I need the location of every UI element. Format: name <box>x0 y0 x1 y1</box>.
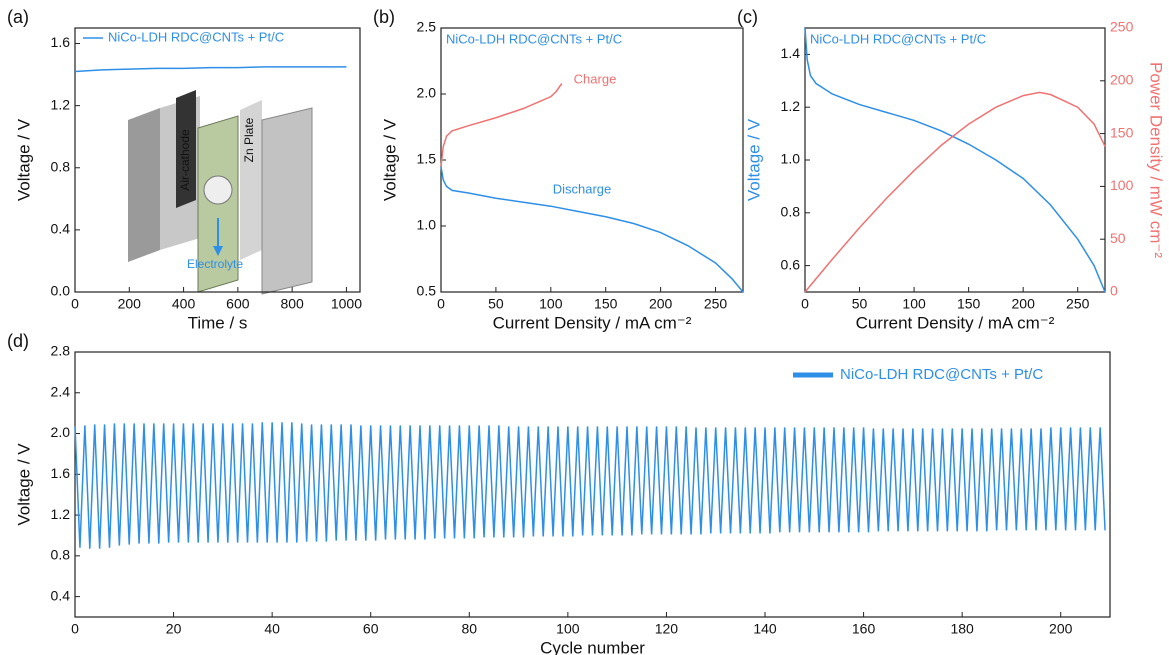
annotation: Air-cathode <box>178 129 192 191</box>
x-tick-label: 200 <box>1012 296 1036 312</box>
y-tick-label: 1.0 <box>417 217 437 233</box>
x-tick-label: 140 <box>753 621 777 637</box>
x-axis-title: Current Density / mA cm⁻² <box>856 313 1055 332</box>
y-tick-label: 1.4 <box>781 45 801 61</box>
y-axis-title: Voltage / V <box>14 443 33 526</box>
y2-axis-title: Power Density / mW cm⁻² <box>1147 62 1166 258</box>
x-tick-label: 250 <box>704 296 728 312</box>
data-line <box>74 66 347 73</box>
x-tick-label: 100 <box>902 296 926 312</box>
x-tick-label: 250 <box>1066 296 1090 312</box>
x-tick-label: 0 <box>71 621 79 637</box>
y-tick-label: 2.0 <box>51 424 71 440</box>
y2-tick-label: 100 <box>1110 177 1134 193</box>
sample-label: NiCo-LDH RDC@CNTs + Pt/C <box>810 31 986 46</box>
x-tick-label: 50 <box>488 296 504 312</box>
y-tick-label: 1.2 <box>51 506 71 522</box>
y-tick-label: 2.8 <box>51 343 71 359</box>
y-tick-label: 0.0 <box>51 283 71 299</box>
x-tick-label: 0 <box>437 296 445 312</box>
y-tick-label: 1.5 <box>417 151 437 167</box>
x-tick-label: 40 <box>264 621 280 637</box>
inset-battery: Air-cathode Zn Plate Electrolyte <box>128 90 313 295</box>
annotation: Zn Plate <box>242 117 256 162</box>
annotation: Electrolyte <box>187 257 243 271</box>
y-tick-label: 0.4 <box>51 221 71 237</box>
end-plate <box>261 107 313 295</box>
plot-frame <box>74 27 361 293</box>
x-tick-label: 200 <box>649 296 673 312</box>
panel-label: (a) <box>7 7 29 27</box>
y-tick-label: 0.5 <box>417 283 437 299</box>
x-tick-label: 150 <box>594 296 618 312</box>
y-tick-label: 0.8 <box>51 547 71 563</box>
y-tick-label: 1.0 <box>781 151 801 167</box>
x-tick-label: 0 <box>801 296 809 312</box>
y-tick-label: 2.5 <box>417 19 437 35</box>
y2-tick-label: 250 <box>1110 19 1134 35</box>
x-tick-label: 0 <box>71 296 79 312</box>
x-axis-title: Time / s <box>188 313 248 332</box>
x-tick-label: 100 <box>539 296 563 312</box>
x-tick-label: 200 <box>1049 621 1073 637</box>
y-tick-label: 1.2 <box>781 98 801 114</box>
sample-label: NiCo-LDH RDC@CNTs + Pt/C <box>446 31 622 46</box>
y2-tick-label: 0 <box>1110 283 1118 299</box>
zn-plate <box>240 100 262 260</box>
data-line <box>804 91 1106 293</box>
plot-frame <box>804 27 1106 293</box>
y-tick-label: 1.6 <box>51 34 71 50</box>
y-axis-title: Voltage / V <box>380 118 399 201</box>
x-tick-label: 20 <box>166 621 182 637</box>
x-tick-label: 600 <box>226 296 250 312</box>
y-tick-label: 0.4 <box>51 587 71 603</box>
x-tick-label: 100 <box>556 621 580 637</box>
y2-tick-label: 200 <box>1110 72 1134 88</box>
y-tick-label: 0.6 <box>781 256 801 272</box>
panel-label: (b) <box>373 7 395 27</box>
data-line <box>74 422 1106 549</box>
y2-tick-label: 50 <box>1110 230 1126 246</box>
x-tick-label: 80 <box>461 621 477 637</box>
x-tick-label: 150 <box>957 296 981 312</box>
y-axis-title: Voltage / V <box>14 118 33 201</box>
y-tick-label: 2.4 <box>51 383 71 399</box>
series-label: Discharge <box>553 181 612 196</box>
plate <box>128 108 160 262</box>
x-tick-label: 200 <box>118 296 142 312</box>
y-tick-label: 0.8 <box>781 204 801 220</box>
data-line <box>440 83 563 167</box>
plot-frame <box>74 351 1111 618</box>
y-tick-label: 2.0 <box>417 85 437 101</box>
series-label: Charge <box>574 71 617 86</box>
x-tick-label: 60 <box>363 621 379 637</box>
x-tick-label: 160 <box>852 621 876 637</box>
window <box>203 175 233 205</box>
y-axis-title: Voltage / V <box>744 118 763 201</box>
air-cathode-plate <box>176 90 196 208</box>
x-tick-label: 120 <box>655 621 679 637</box>
x-tick-label: 1000 <box>331 296 362 312</box>
y2-tick-label: 150 <box>1110 124 1134 140</box>
x-tick-label: 50 <box>852 296 868 312</box>
y-tick-label: 1.2 <box>51 96 71 112</box>
y-tick-label: 0.8 <box>51 158 71 174</box>
x-tick-label: 800 <box>280 296 304 312</box>
x-axis-title: Current Density / mA cm⁻² <box>493 313 692 332</box>
x-tick-label: 400 <box>172 296 196 312</box>
x-axis-title: Cycle number <box>540 638 645 655</box>
data-line <box>804 27 1106 293</box>
legend-label: NiCo-LDH RDC@CNTs + Pt/C <box>108 29 284 44</box>
arrow-head <box>213 246 223 256</box>
x-tick-label: 180 <box>950 621 974 637</box>
data-line <box>440 166 744 293</box>
panel-label: (c) <box>737 7 758 27</box>
legend-label: NiCo-LDH RDC@CNTs + Pt/C <box>840 366 1043 383</box>
panel-label: (d) <box>7 331 29 351</box>
y-tick-label: 1.6 <box>51 465 71 481</box>
